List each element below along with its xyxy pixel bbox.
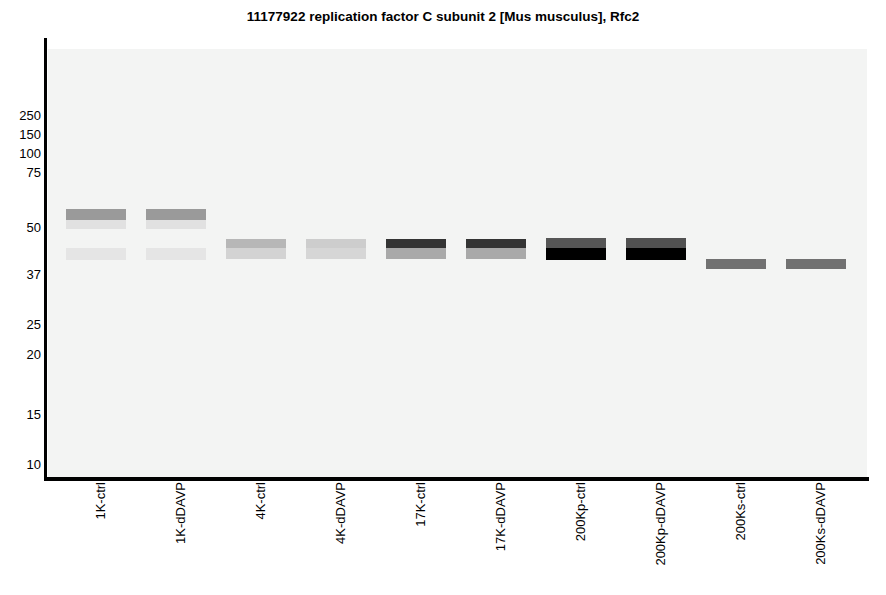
gel-band <box>306 248 366 259</box>
gel-band <box>626 238 686 248</box>
gel-band <box>226 239 286 248</box>
gel-band <box>786 259 846 269</box>
y-tick-label: 10 <box>0 456 41 474</box>
lane-label: 200Kp-ctrl <box>573 482 588 541</box>
y-tick-label: 150 <box>0 126 41 144</box>
lane-label: 200Ks-ctrl <box>733 482 748 541</box>
lane-label: 1K-ctrl <box>93 482 108 520</box>
lane-label: 17K-dDAVP <box>493 482 508 551</box>
gel-band <box>226 248 286 259</box>
gel-blot-figure: 11177922 replication factor C subunit 2 … <box>0 0 886 595</box>
y-tick-label: 25 <box>0 316 41 334</box>
gel-band <box>66 220 126 229</box>
gel-band <box>466 239 526 248</box>
lane-label: 17K-ctrl <box>413 482 428 527</box>
y-tick-label: 75 <box>0 164 41 182</box>
gel-band <box>66 248 126 260</box>
y-tick-label: 15 <box>0 406 41 424</box>
y-tick-label: 100 <box>0 145 41 163</box>
y-tick-label: 50 <box>0 219 41 237</box>
figure-title: 11177922 replication factor C subunit 2 … <box>0 9 886 24</box>
gel-band <box>546 248 606 260</box>
lane-label: 200Kp-dDAVP <box>653 482 668 566</box>
gel-band <box>626 248 686 260</box>
gel-band <box>466 248 526 259</box>
gel-band <box>706 259 766 269</box>
y-tick-label: 37 <box>0 266 41 284</box>
lane-label: 200Ks-dDAVP <box>813 482 828 565</box>
x-axis-line <box>44 477 869 481</box>
lane-label: 1K-dDAVP <box>173 482 188 544</box>
lane-label: 4K-dDAVP <box>333 482 348 544</box>
y-tick-label: 250 <box>0 107 41 125</box>
gel-band <box>386 239 446 248</box>
gel-band <box>146 220 206 229</box>
gel-band <box>306 239 366 248</box>
gel-band <box>386 248 446 259</box>
gel-band <box>146 248 206 260</box>
gel-band <box>546 238 606 248</box>
gel-band <box>146 209 206 220</box>
gel-band <box>66 209 126 220</box>
y-tick-label: 20 <box>0 346 41 364</box>
y-axis-line <box>44 38 47 481</box>
lane-label: 4K-ctrl <box>253 482 268 520</box>
